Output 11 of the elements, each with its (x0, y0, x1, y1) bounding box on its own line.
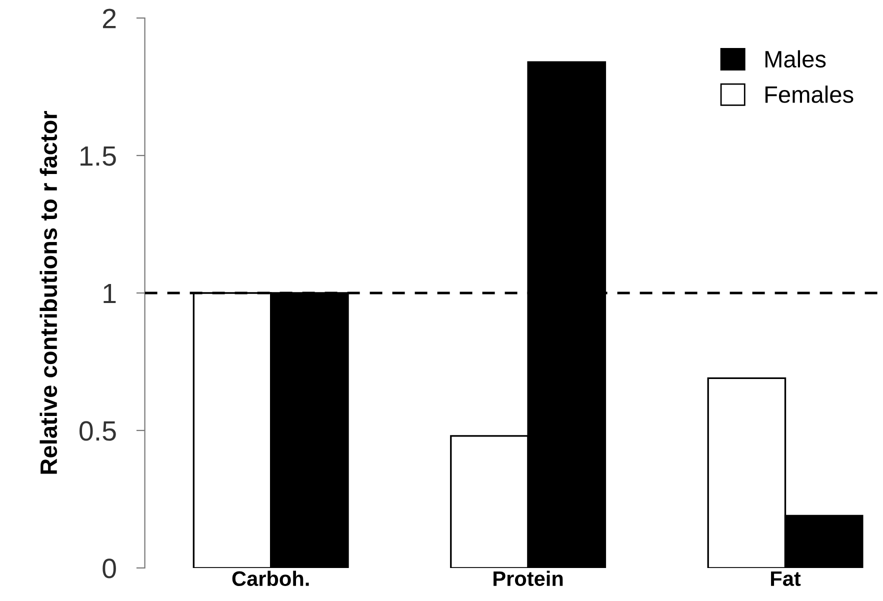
y-axis-title: Relative contributions to r factor (40, 110, 58, 474)
y-tick-label: 0.5 (80, 421, 116, 441)
y-tick-label: 0 (102, 558, 116, 578)
x-tick-label: Fat (771, 571, 801, 586)
legend-label: Males (765, 50, 826, 68)
y-tick-label: 1.5 (80, 146, 116, 166)
legend-label: Females (765, 86, 854, 103)
x-tick-label: Protein (494, 570, 563, 586)
x-tick-label: Carboh. (232, 570, 309, 586)
y-tick-label: 1 (104, 284, 116, 304)
y-tick-label: 2 (102, 8, 116, 28)
